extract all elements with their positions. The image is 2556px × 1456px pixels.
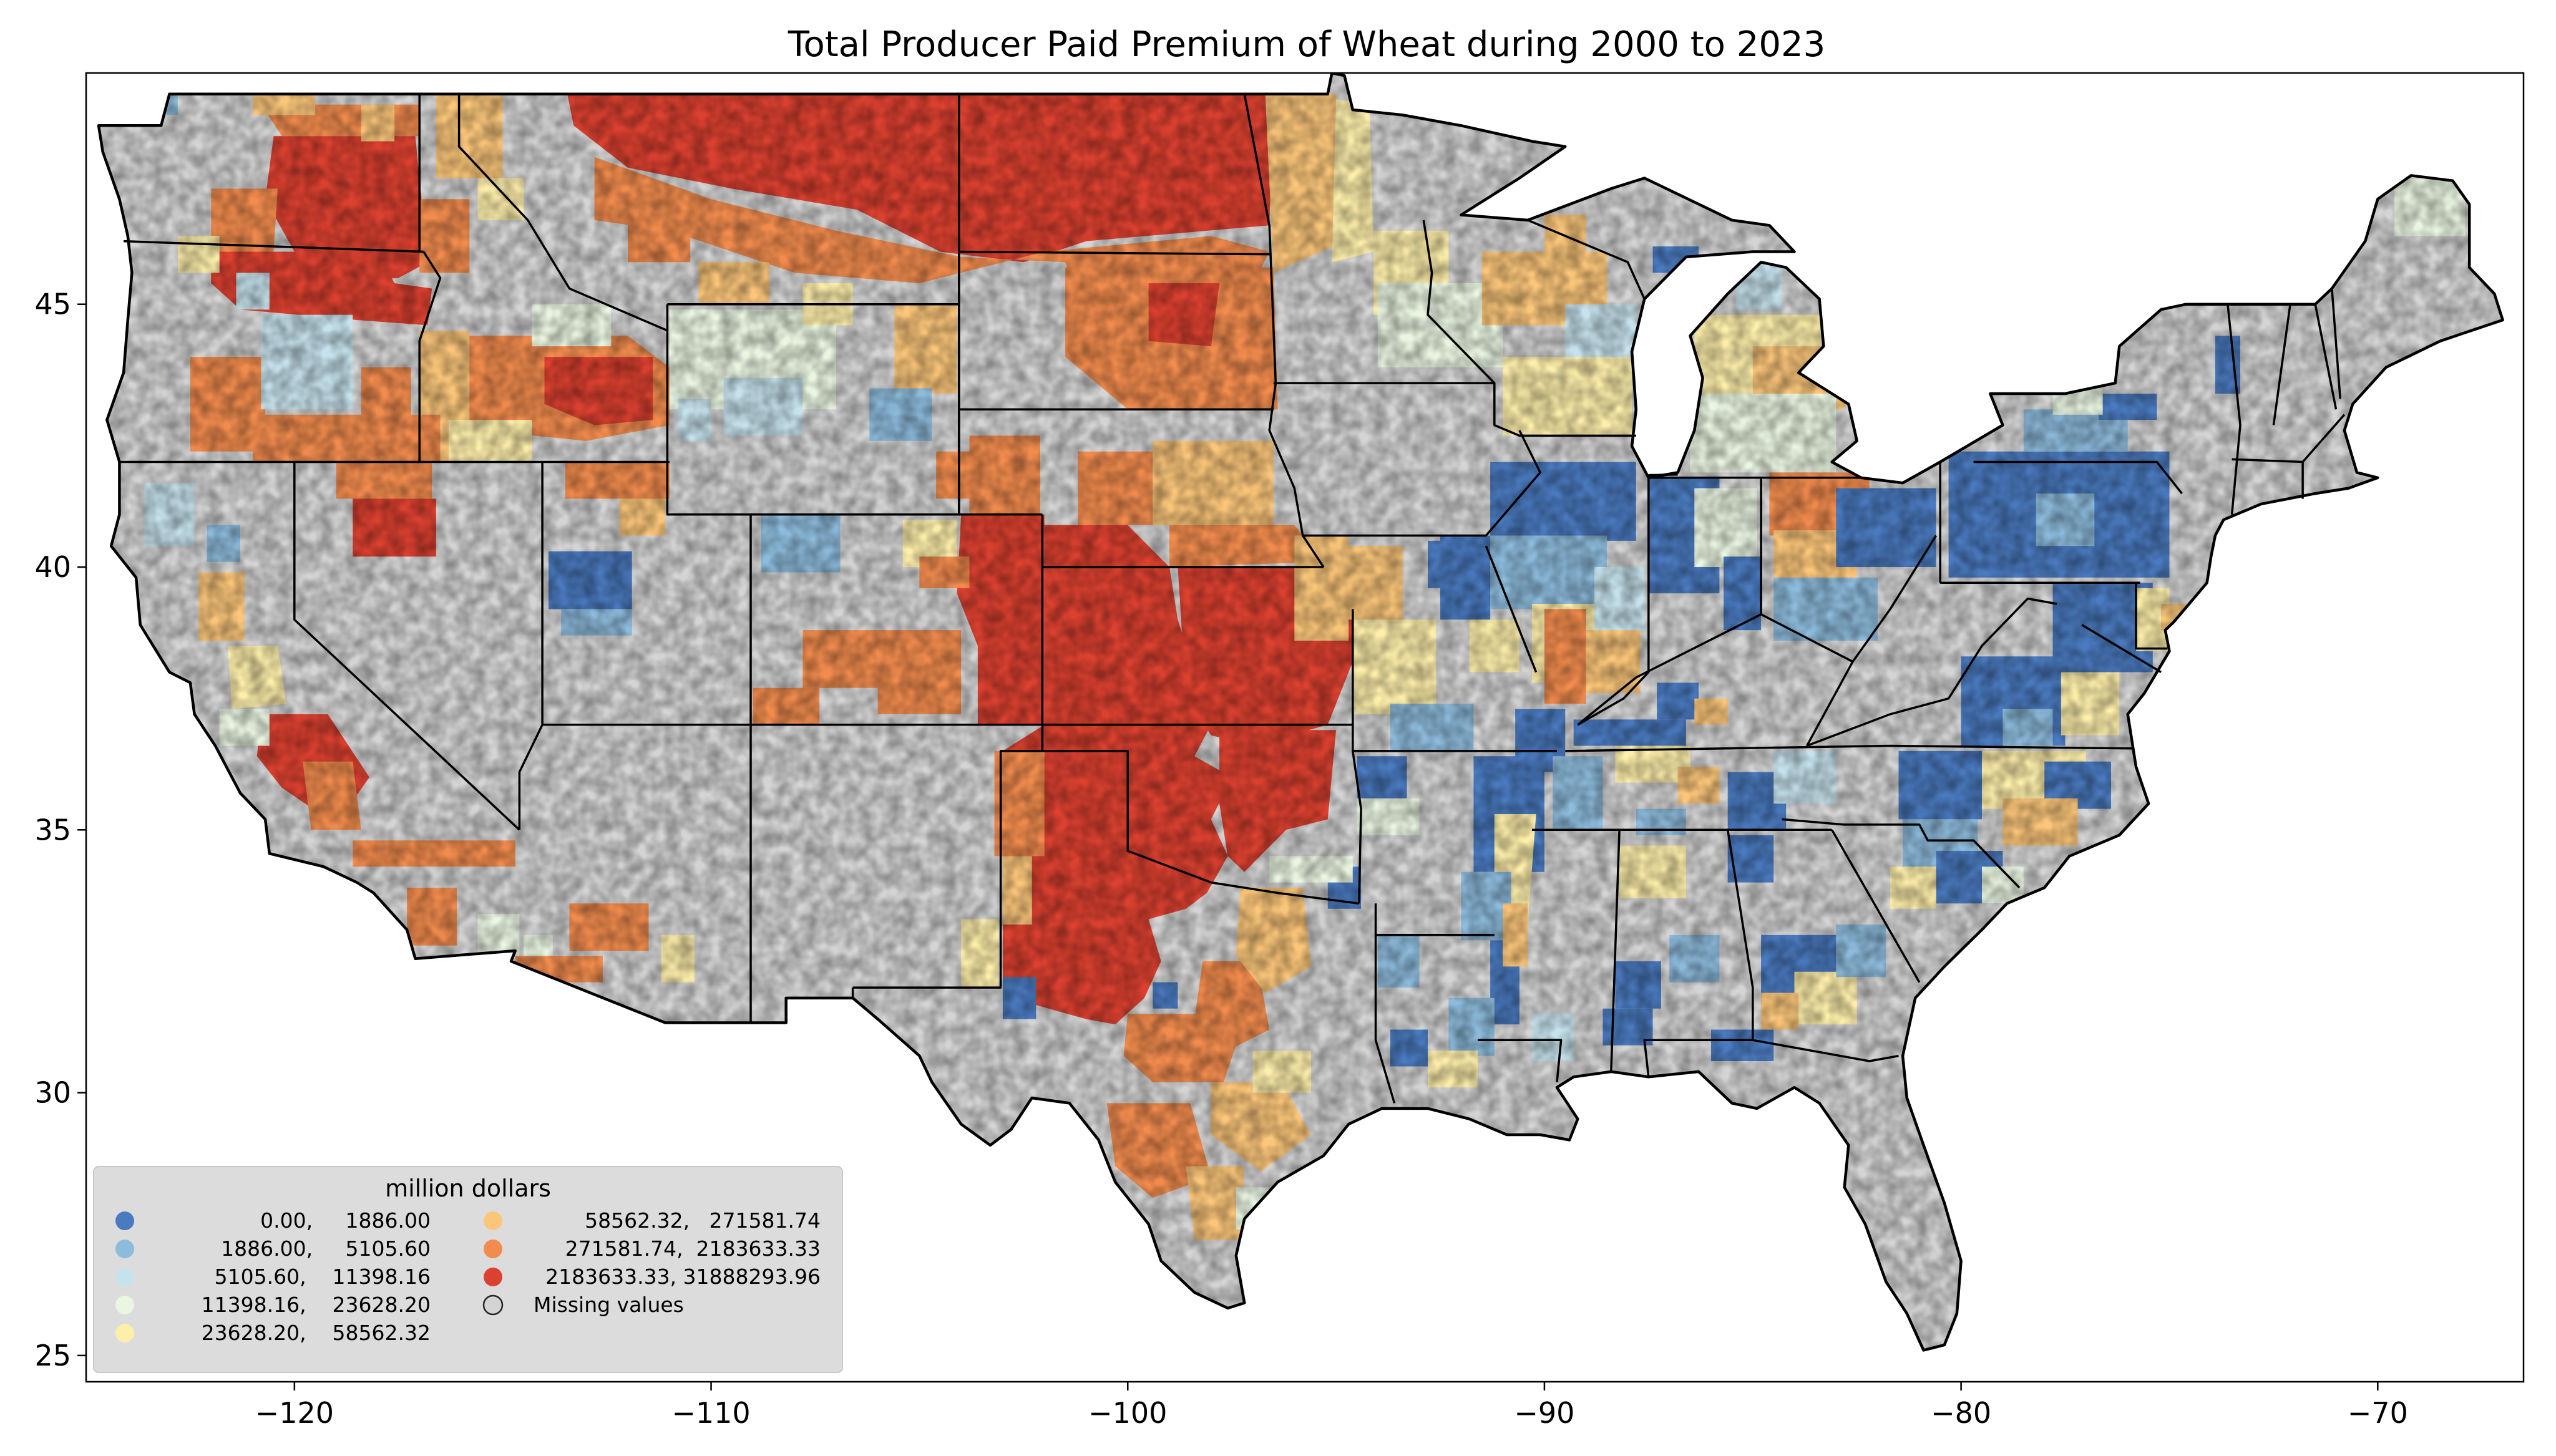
state-border-line	[1806, 597, 2057, 747]
x-tick-label: −120	[255, 1396, 334, 1430]
legend-label: 271581.74, 2183633.33	[565, 1236, 821, 1261]
legend-marker	[115, 1211, 134, 1230]
legend-label: 58562.32, 271581.74	[585, 1208, 821, 1233]
legend-marker	[484, 1211, 502, 1230]
state-border-line	[1485, 545, 1538, 673]
state-border-line	[1831, 829, 1921, 983]
legend-label: 2183633.33, 31888293.96	[545, 1264, 821, 1289]
state-border-line	[1302, 430, 1541, 537]
state-border-line	[2227, 304, 2241, 515]
state-border-line	[1002, 750, 1360, 905]
legend-label: 5105.60, 11398.16	[215, 1264, 431, 1289]
state-border-line	[1782, 818, 2021, 889]
legend-label: 11398.16, 23628.20	[202, 1293, 431, 1317]
state-border-line	[1243, 94, 1325, 568]
legend: million dollars 0.00, 1886.00 1886.00, 51…	[93, 1166, 843, 1373]
legend-label: 0.00, 1886.00	[260, 1208, 431, 1233]
x-tick-label: −90	[1514, 1396, 1574, 1430]
state-border-line	[1610, 830, 1621, 1072]
chart-title: Total Producer Paid Premium of Wheat dur…	[788, 24, 1825, 65]
legend-marker-missing	[482, 1294, 504, 1316]
x-tick-label: −110	[671, 1396, 750, 1430]
state-border-line	[1565, 744, 2132, 752]
state-border-line	[518, 462, 544, 830]
legend-marker	[484, 1268, 502, 1286]
state-border-line	[852, 514, 1044, 989]
y-axis: 45 40 35 30 25	[34, 288, 86, 1372]
state-border-line	[1806, 535, 1938, 747]
legend-label: 1886.00, 5105.60	[221, 1236, 431, 1261]
state-borders	[97, 73, 2504, 1352]
y-tick-label: 30	[34, 1076, 71, 1110]
y-tick-label: 40	[34, 550, 71, 584]
y-tick-label: 25	[34, 1339, 71, 1372]
x-tick-label: −100	[1088, 1396, 1167, 1430]
state-border-line	[457, 94, 668, 332]
legend-marker	[484, 1240, 502, 1258]
state-border-line	[1352, 609, 1362, 904]
legend-marker	[115, 1324, 134, 1342]
national-outline	[97, 73, 2504, 1352]
state-border-line	[1422, 220, 1636, 437]
state-border-line	[124, 240, 424, 253]
state-border-line	[1752, 1039, 1899, 1062]
state-border-line	[2314, 304, 2338, 410]
legend-items: 0.00, 1886.00 1886.00, 5105.60 5105.60, 11…	[115, 1208, 821, 1345]
state-border-line	[1478, 1039, 1563, 1082]
state-border-line	[1577, 613, 1853, 726]
legend-label: 23628.20, 58562.32	[202, 1321, 431, 1345]
state-border-line	[2272, 304, 2291, 425]
state-border-line	[958, 250, 1272, 256]
state-border-line	[1527, 219, 1646, 300]
x-tick-label: −70	[2348, 1396, 2408, 1430]
state-border-line	[418, 251, 442, 462]
legend-marker	[115, 1268, 134, 1286]
legend-marker	[115, 1296, 134, 1314]
plot-frame	[85, 72, 2525, 1383]
legend-box	[93, 1166, 843, 1373]
state-border-line	[1577, 475, 1650, 726]
state-border-line	[1973, 460, 2183, 495]
x-axis: −120 −110 −100 −90 −80 −70	[255, 1382, 2408, 1430]
state-border-line	[1374, 903, 1396, 1104]
state-border-line	[2331, 288, 2341, 399]
state-border-line	[2232, 414, 2346, 463]
x-tick-label: −80	[1931, 1396, 1991, 1430]
state-border-line	[293, 462, 520, 831]
legend-title: million dollars	[385, 1175, 551, 1202]
state-border-line	[2135, 583, 2168, 650]
state-border-line	[2081, 624, 2162, 674]
y-tick-label: 35	[34, 813, 71, 847]
y-tick-label: 45	[34, 288, 71, 321]
legend-marker	[115, 1240, 134, 1258]
legend-label: Missing values	[534, 1293, 684, 1317]
map-plot-area	[86, 73, 2524, 1382]
